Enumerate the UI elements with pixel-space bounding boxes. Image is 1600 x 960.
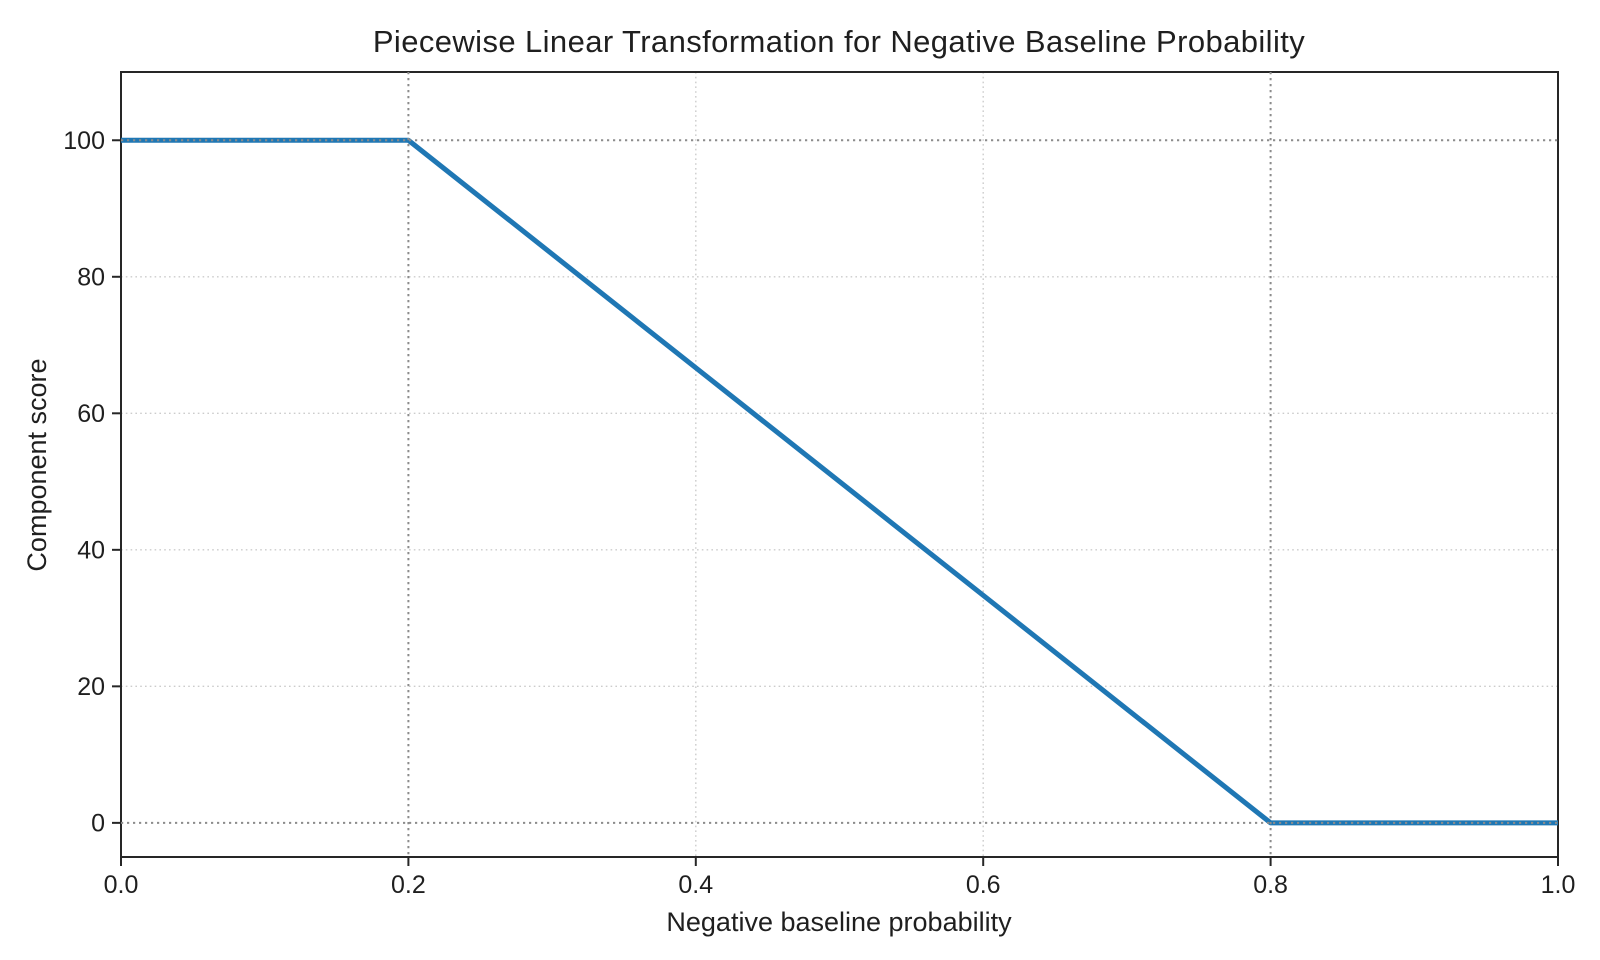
reference-lines <box>121 72 1558 857</box>
x-tick-label: 0.4 <box>678 871 713 899</box>
data-line-group <box>121 137 1558 826</box>
x-tick-label: 0.6 <box>966 871 1001 899</box>
y-tick-label: 60 <box>77 400 105 428</box>
y-tick-label: 80 <box>77 263 105 291</box>
x-axis-label: Negative baseline probability <box>666 907 1012 937</box>
y-tick-label: 40 <box>77 536 105 564</box>
axes-spines <box>120 71 1559 858</box>
plot-border <box>120 71 1559 858</box>
x-tick-label: 0.8 <box>1253 871 1288 899</box>
y-axis-label: Component score <box>22 358 52 571</box>
y-tick-label: 20 <box>77 673 105 701</box>
y-tick-label: 100 <box>63 127 105 155</box>
x-tick-label: 1.0 <box>1541 871 1576 899</box>
chart-title: Piecewise Linear Transformation for Nega… <box>373 24 1305 59</box>
axis-tick-labels: 0.0 0.2 0.4 0.6 0.8 1.0 0 20 40 60 80 100 <box>63 127 1575 899</box>
gridlines <box>121 72 1558 857</box>
y-tick-label: 0 <box>91 809 105 837</box>
x-tick-label: 0.0 <box>104 871 139 899</box>
axis-ticks <box>112 139 1559 866</box>
x-tick-label: 0.2 <box>391 871 426 899</box>
data-line <box>121 137 1558 826</box>
